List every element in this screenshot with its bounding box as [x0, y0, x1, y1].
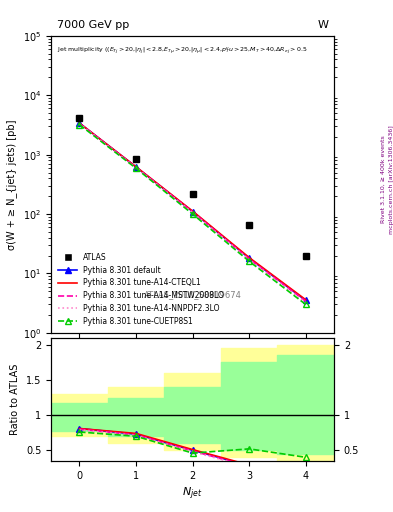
- Text: 7000 GeV pp: 7000 GeV pp: [57, 20, 129, 30]
- Text: W: W: [318, 20, 329, 30]
- X-axis label: $N_{jet}$: $N_{jet}$: [182, 486, 203, 502]
- Y-axis label: σ(W + ≥ N_{jet} jets) [pb]: σ(W + ≥ N_{jet} jets) [pb]: [6, 119, 17, 249]
- Legend: ATLAS, Pythia 8.301 default, Pythia 8.301 tune-A14-CTEQL1, Pythia 8.301 tune-A14: ATLAS, Pythia 8.301 default, Pythia 8.30…: [55, 250, 227, 329]
- Text: ATLAS_2010_S8919674: ATLAS_2010_S8919674: [143, 290, 242, 299]
- Text: Jet multiplicity (($E_{Tj}$$>$20,$|\eta_j|$$<$2.8,$E_{T\mu}$$>$20,$|\eta_\mu|$$<: Jet multiplicity (($E_{Tj}$$>$20,$|\eta_…: [57, 45, 307, 55]
- Y-axis label: Ratio to ATLAS: Ratio to ATLAS: [11, 364, 20, 435]
- Text: mcplots.cern.ch [arXiv:1306.3436]: mcplots.cern.ch [arXiv:1306.3436]: [389, 125, 393, 233]
- Text: Rivet 3.1.10, ≥ 400k events: Rivet 3.1.10, ≥ 400k events: [381, 135, 386, 223]
